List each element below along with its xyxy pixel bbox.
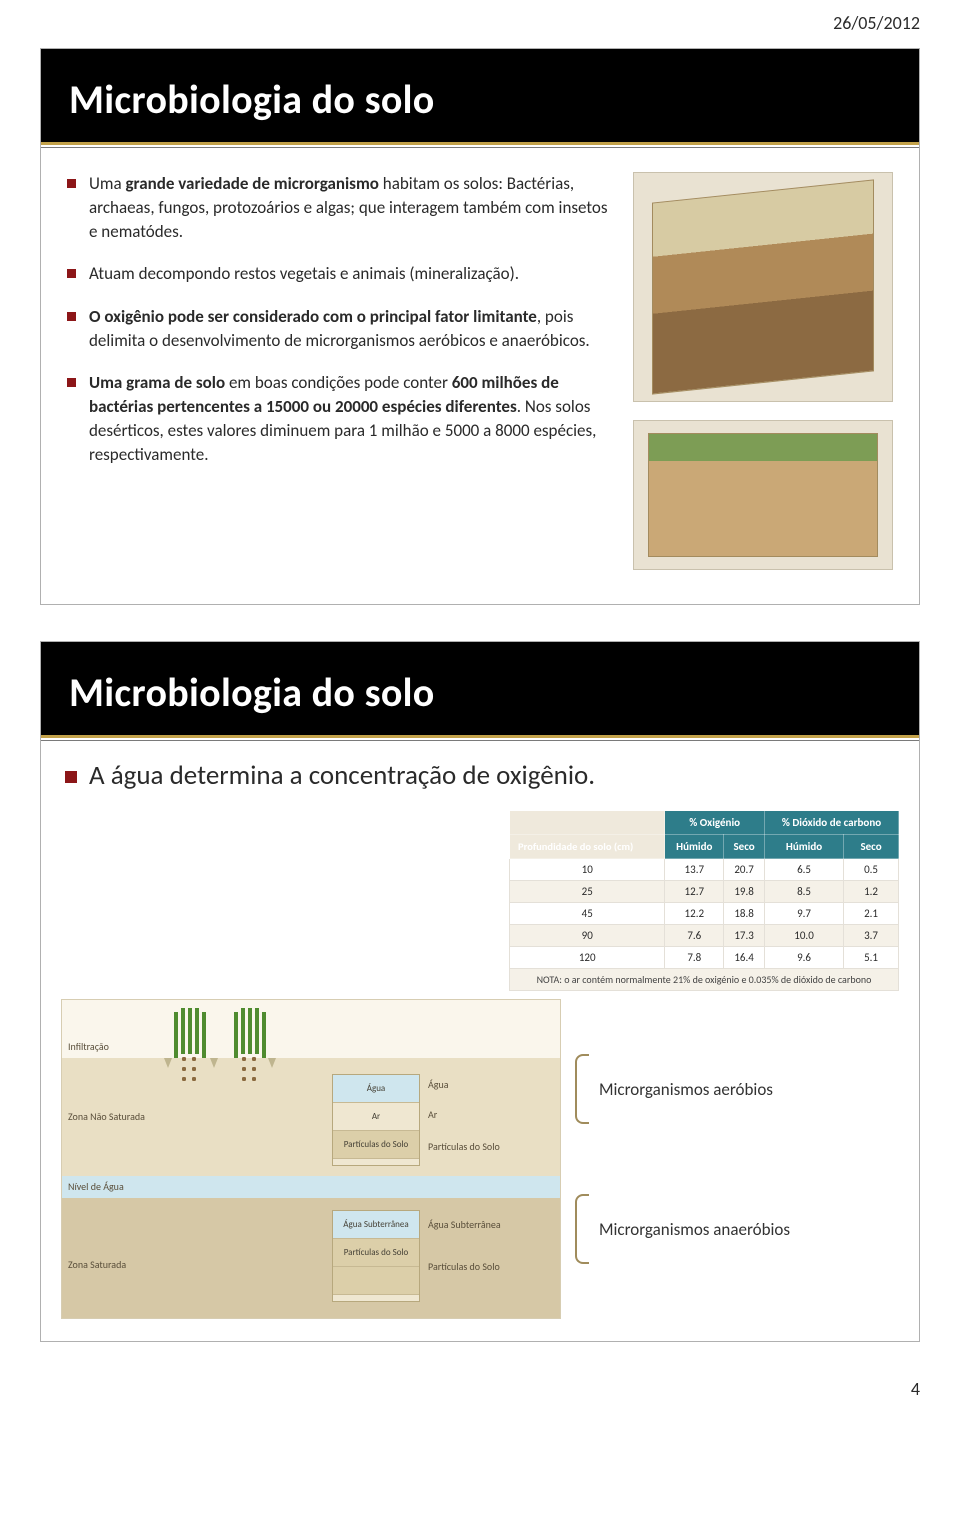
- th-sub: Seco: [844, 835, 899, 859]
- slide-1: Microbiologia do solo Uma grande varieda…: [40, 48, 920, 605]
- brace-icon: [575, 1194, 589, 1264]
- image-soil-block: [633, 172, 893, 402]
- bullet-item: O oxigênio pode ser considerado com o pr…: [67, 305, 611, 353]
- gas-concentration-table: % Oxigénio % Dióxido de carbono Profundi…: [509, 810, 899, 991]
- slide2-lead: A água determina a concentração de oxigê…: [61, 759, 899, 792]
- side-annotations: Microrganismos aeróbios Microrganismos a…: [575, 999, 899, 1319]
- page-number: 4: [40, 1378, 920, 1400]
- brace-icon: [575, 1054, 589, 1124]
- bullet-item: Uma grama de solo em boas condições pode…: [67, 371, 611, 468]
- table-row: 907.617.310.03.7: [510, 925, 899, 947]
- callout-agua: Água: [428, 1078, 449, 1091]
- slide2-title: Microbiologia do solo: [69, 668, 891, 717]
- title-rule-gold: [41, 735, 919, 738]
- callout-agua-subt: Água Subterrânea: [428, 1218, 501, 1231]
- table-note: NOTA: o ar contém normalmente 21% de oxi…: [510, 969, 899, 991]
- page-date: 26/05/2012: [40, 12, 920, 34]
- th-empty: [510, 811, 665, 835]
- label-particulas: Partículas do Solo: [333, 1131, 419, 1159]
- label-nivel-agua: Nível de Água: [68, 1180, 124, 1193]
- slide1-title: Microbiologia do solo: [69, 75, 891, 124]
- label-infiltracao: Infiltração: [68, 1040, 109, 1053]
- bullet-item: Atuam decompondo restos vegetais e anima…: [67, 262, 611, 286]
- slide1-bullets: Uma grande variedade de microrganismo ha…: [67, 172, 611, 467]
- label-agua: Água: [333, 1075, 419, 1103]
- magnifier-sat: Água Subterrânea Partículas do Solo: [332, 1210, 420, 1302]
- callout-particulas2: Partículas do Solo: [428, 1260, 500, 1273]
- th-sub: Seco: [724, 835, 765, 859]
- label-ar: Ar: [333, 1103, 419, 1131]
- image-soil-cross-section: [633, 420, 893, 570]
- table-row: 4512.218.89.72.1: [510, 903, 899, 925]
- soil-water-diagram: Infiltração Zona Não Saturada Nível de Á…: [61, 999, 561, 1319]
- magnifier-unsat: Água Ar Partículas do Solo: [332, 1074, 420, 1166]
- table-row: 2512.719.88.51.2: [510, 881, 899, 903]
- title-rule-gold: [41, 142, 919, 145]
- label-zona-sat: Zona Saturada: [68, 1258, 126, 1271]
- slide2-title-band: Microbiologia do solo: [41, 642, 919, 735]
- th-sub: Húmido: [665, 835, 724, 859]
- th-depth: Profundidade do solo (cm): [510, 835, 665, 859]
- table-row: 1013.720.76.50.5: [510, 859, 899, 881]
- slide-2: Microbiologia do solo A água determina a…: [40, 641, 920, 1342]
- label-zona-nao-sat: Zona Não Saturada: [68, 1110, 145, 1123]
- callout-particulas: Partículas do Solo: [428, 1140, 500, 1153]
- callout-ar: Ar: [428, 1108, 437, 1121]
- th-co2-group: % Dióxido de carbono: [764, 811, 898, 835]
- bullet-item: Uma grande variedade de microrganismo ha…: [67, 172, 611, 244]
- slide1-title-band: Microbiologia do solo: [41, 49, 919, 142]
- th-sub: Húmido: [764, 835, 843, 859]
- th-oxygen-group: % Oxigénio: [665, 811, 765, 835]
- annot-anaerobios: Microrganismos anaeróbios: [599, 1219, 790, 1240]
- table-row: 1207.816.49.65.1: [510, 947, 899, 969]
- annot-aerobios: Microrganismos aeróbios: [599, 1079, 773, 1100]
